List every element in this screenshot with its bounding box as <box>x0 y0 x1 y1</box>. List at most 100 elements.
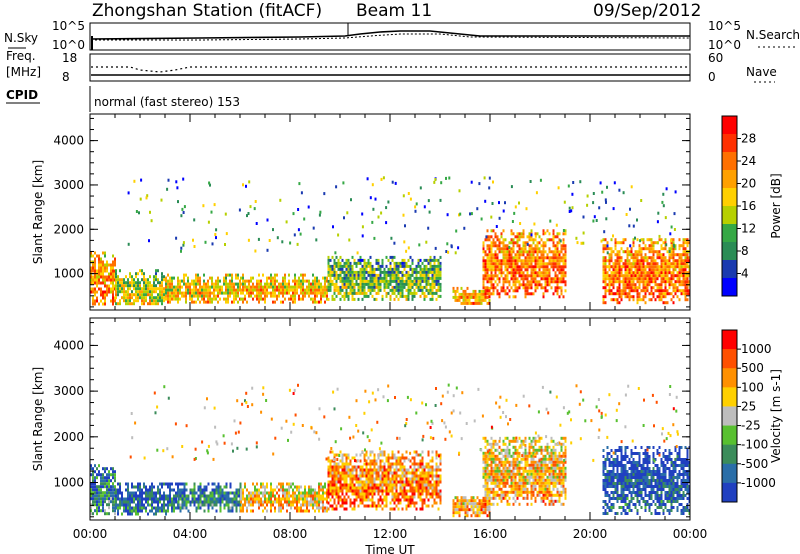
data-cell <box>102 494 104 498</box>
data-cell <box>405 483 408 487</box>
data-cell <box>636 250 639 254</box>
data-cell <box>415 285 418 289</box>
data-cell <box>612 280 615 284</box>
data-cell <box>618 292 621 296</box>
data-cell <box>199 291 201 295</box>
data-cell <box>676 262 679 266</box>
data-cell <box>423 273 426 277</box>
data-cell <box>179 282 181 286</box>
data-cell <box>183 276 185 280</box>
data-cell <box>349 264 352 268</box>
data-cell <box>351 273 354 277</box>
data-cell <box>333 258 336 262</box>
data-cell <box>528 259 531 263</box>
data-cell <box>427 480 430 484</box>
data-cell <box>544 277 547 281</box>
data-cell <box>98 494 100 498</box>
data-cell <box>302 285 304 289</box>
data-cell <box>133 506 135 510</box>
data-cell <box>280 500 282 504</box>
data-cell <box>187 288 189 292</box>
data-cell <box>654 277 657 281</box>
data-cell <box>169 297 171 301</box>
data-cell <box>371 471 374 475</box>
data-cell <box>224 212 227 216</box>
data-cell <box>90 506 92 510</box>
data-cell <box>554 256 557 260</box>
data-cell <box>258 294 260 298</box>
data-cell <box>387 200 390 204</box>
data-cell <box>324 291 326 295</box>
data-cell <box>464 301 467 305</box>
data-cell <box>369 471 372 475</box>
data-cell <box>508 259 511 263</box>
data-cell <box>163 278 165 282</box>
data-cell <box>359 486 362 490</box>
data-cell <box>123 506 125 510</box>
data-cell <box>506 247 509 251</box>
data-cell <box>193 494 196 498</box>
data-cell <box>211 242 214 246</box>
data-cell <box>102 278 104 282</box>
data-cell <box>411 279 414 283</box>
data-cell <box>300 288 302 292</box>
data-cell <box>157 287 159 291</box>
data-cell <box>377 267 380 271</box>
data-cell <box>256 294 258 298</box>
data-cell <box>252 509 254 513</box>
data-cell <box>145 485 147 489</box>
data-cell <box>427 273 430 277</box>
data-cell <box>427 258 430 262</box>
data-cell <box>337 285 340 289</box>
data-cell <box>492 268 495 272</box>
data-cell <box>318 213 321 217</box>
data-cell <box>326 288 328 292</box>
data-cell <box>320 506 322 510</box>
data-cell <box>318 300 320 304</box>
data-cell <box>602 247 605 251</box>
data-cell <box>149 290 151 294</box>
data-cell <box>365 276 368 280</box>
data-cell <box>323 192 326 196</box>
data-cell <box>624 259 627 263</box>
data-cell <box>121 296 123 300</box>
data-cell <box>389 288 392 292</box>
data-cell <box>135 210 138 213</box>
data-cell <box>458 189 461 193</box>
data-cell <box>286 497 288 501</box>
data-cell <box>670 239 673 243</box>
data-cell <box>324 300 326 304</box>
data-cell <box>314 500 316 504</box>
data-cell <box>387 459 390 463</box>
data-cell <box>664 238 667 242</box>
data-cell <box>632 253 635 257</box>
data-cell <box>550 262 553 266</box>
data-cell <box>215 279 217 283</box>
data-cell <box>110 497 112 501</box>
data-cell <box>413 267 416 271</box>
data-cell <box>92 263 94 267</box>
data-cell <box>104 467 106 471</box>
data-cell <box>540 286 543 290</box>
data-cell <box>608 283 611 287</box>
data-cell <box>419 477 422 481</box>
data-cell <box>385 270 388 274</box>
data-cell <box>632 241 635 245</box>
data-cell <box>233 503 236 507</box>
data-cell <box>411 291 414 295</box>
data-cell <box>339 498 342 502</box>
data-cell <box>351 285 354 289</box>
data-cell <box>658 234 661 238</box>
data-cell <box>419 186 422 190</box>
data-cell <box>425 279 428 283</box>
data-cell <box>670 274 673 278</box>
data-cell <box>117 278 119 282</box>
power-panel-region-2 <box>165 273 241 304</box>
y-axis-label: Slant Range [km] <box>31 160 45 264</box>
data-cell <box>636 277 639 281</box>
data-cell <box>141 500 143 504</box>
data-cell <box>407 285 410 289</box>
data-cell <box>662 259 665 263</box>
data-cell <box>522 241 525 245</box>
data-cell <box>100 275 102 279</box>
